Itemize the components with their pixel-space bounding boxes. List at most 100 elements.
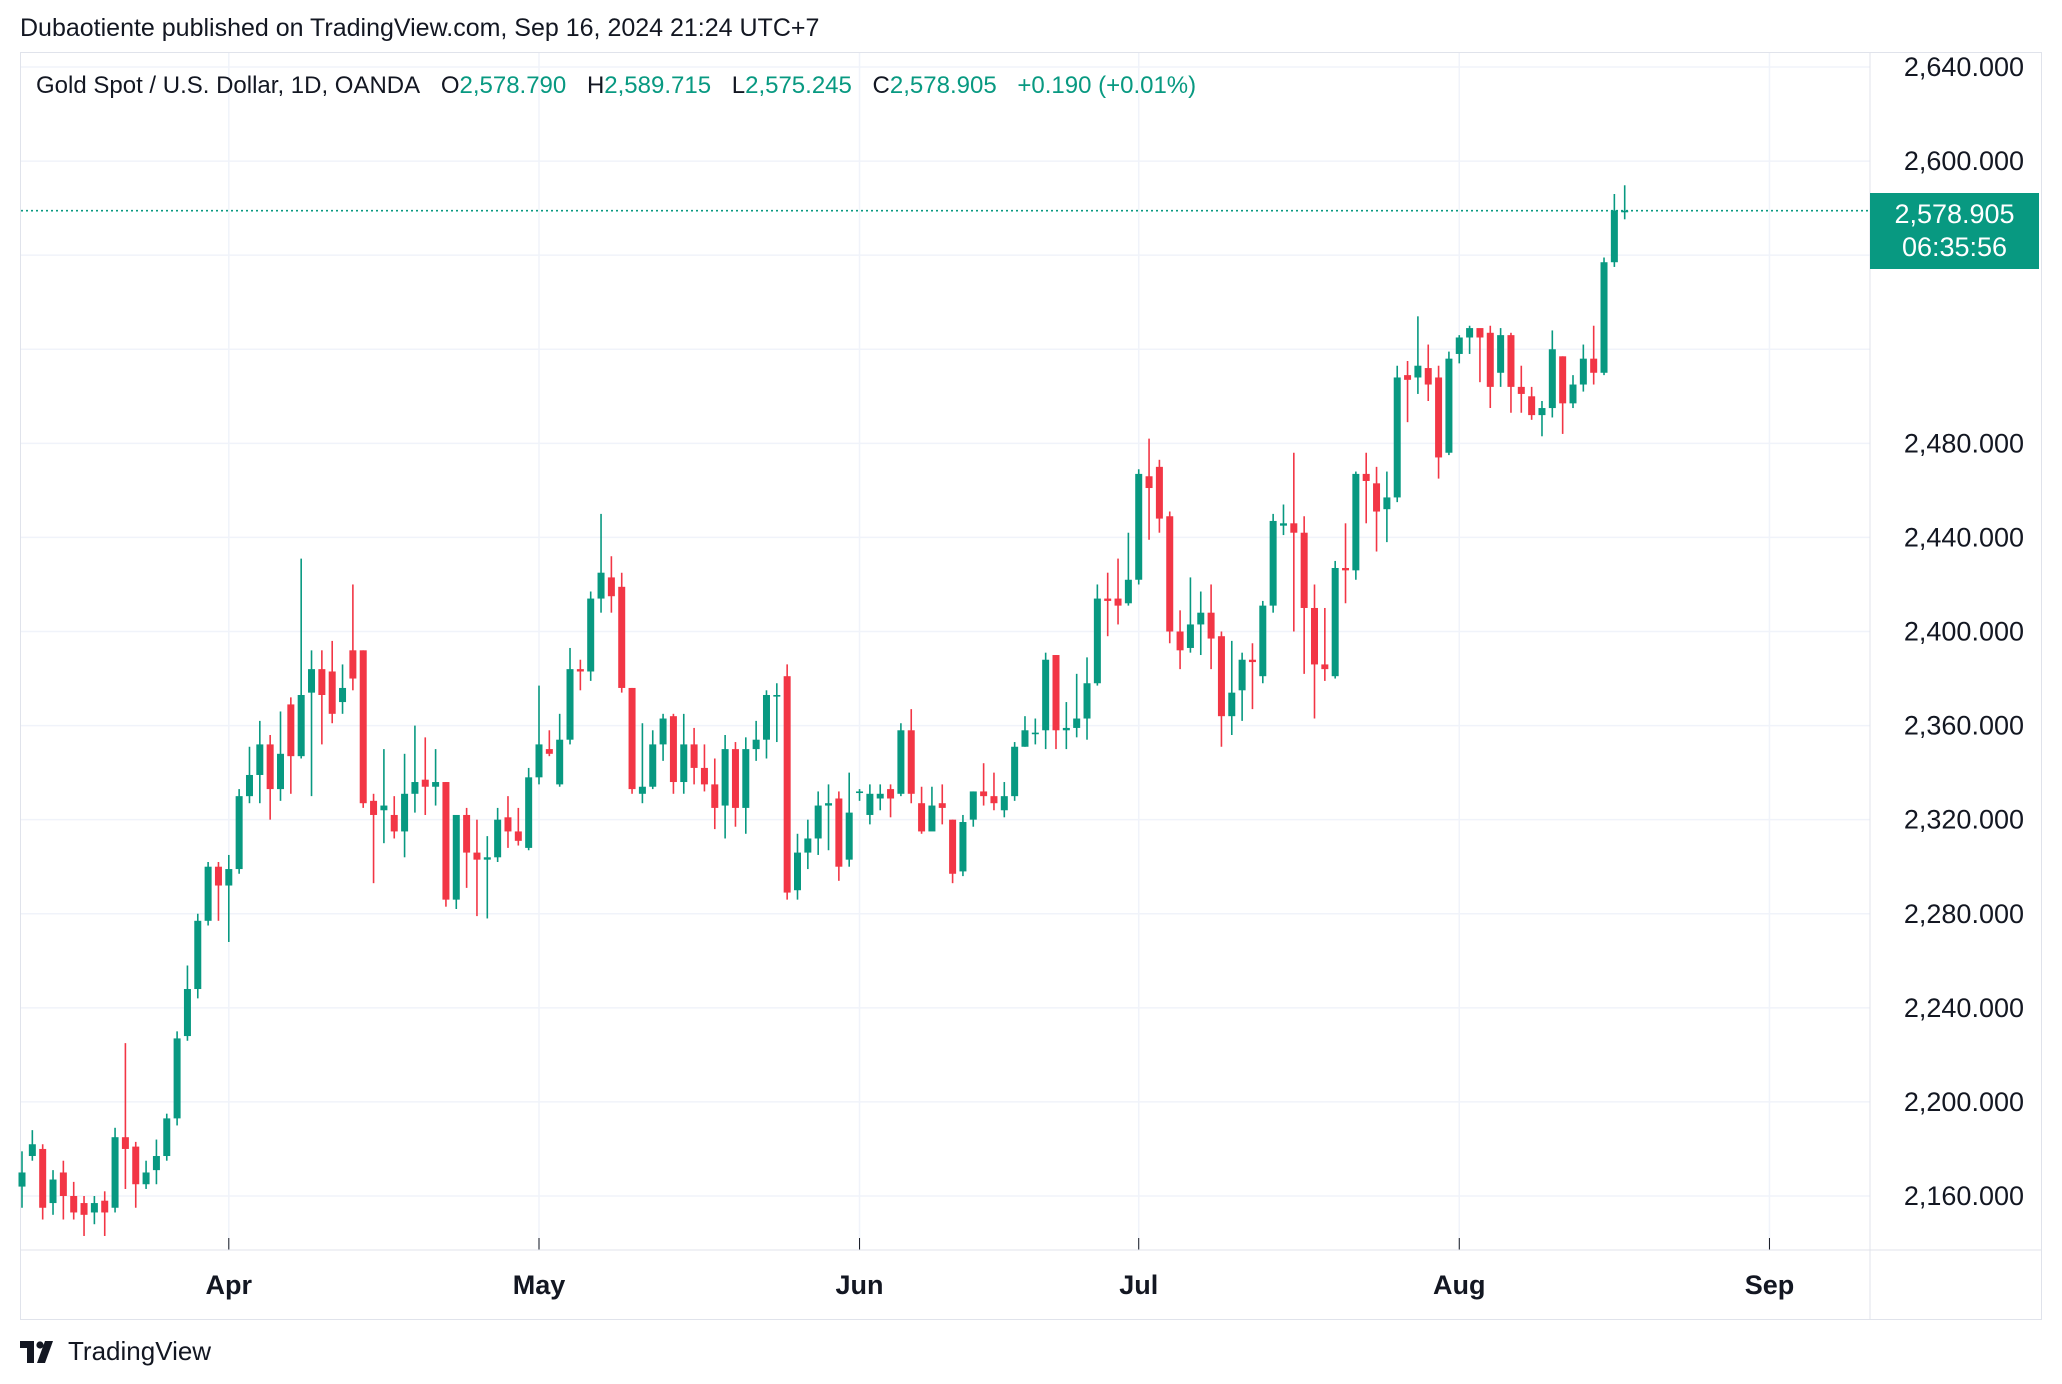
candle [762, 690, 770, 759]
candle [494, 807, 502, 863]
candle [266, 734, 274, 820]
candle-body [1000, 796, 1008, 811]
candle-body [1124, 579, 1132, 604]
candle-body [700, 767, 708, 785]
candle [783, 664, 791, 900]
publisher-line: Dubaotiente published on TradingView.com… [20, 14, 820, 42]
candle-body [225, 869, 233, 886]
y-tick-label: 2,480.000 [1904, 428, 2024, 458]
candle [235, 789, 243, 874]
candle [245, 746, 253, 804]
candle [1217, 631, 1225, 747]
candle-body [132, 1146, 140, 1185]
candle [1507, 332, 1515, 413]
candle [390, 796, 398, 839]
candle [1155, 459, 1163, 533]
tradingview-brand[interactable]: TradingView [68, 1336, 212, 1366]
candle [845, 772, 853, 867]
change-value: +0.190 (+0.01%) [1017, 72, 1197, 99]
candle [70, 1181, 78, 1220]
candle-body [266, 744, 274, 790]
candle-body [349, 650, 357, 679]
x-tick-label: May [513, 1270, 566, 1300]
candle-body [752, 739, 760, 750]
candle [349, 584, 357, 691]
candle [1135, 469, 1143, 585]
candle [628, 687, 636, 794]
candle-body [1569, 384, 1577, 404]
candle [1300, 516, 1308, 674]
candle-body [618, 586, 626, 688]
candle [711, 758, 719, 830]
candle [318, 650, 326, 745]
candle [1404, 361, 1412, 423]
candle-body [742, 749, 750, 808]
candle-body [390, 814, 398, 832]
candle-body [432, 782, 440, 787]
candle [1000, 782, 1008, 818]
candle-body [380, 805, 388, 811]
candle [1166, 511, 1174, 644]
candle [638, 723, 646, 804]
candle [80, 1196, 88, 1236]
candle [1093, 584, 1101, 686]
candle [659, 713, 667, 761]
candle-body [949, 819, 957, 874]
candle-body [1590, 358, 1598, 373]
candle [514, 807, 522, 846]
candle [907, 709, 915, 804]
candle [380, 749, 388, 844]
candle-body [783, 676, 791, 893]
y-tick-label: 2,600.000 [1904, 146, 2024, 176]
candle [556, 713, 564, 787]
candle [18, 1151, 26, 1208]
x-tick-label: Sep [1745, 1270, 1795, 1300]
candle [1435, 365, 1443, 479]
candle-body [1135, 473, 1143, 580]
y-tick-label: 2,200.000 [1904, 1087, 2024, 1117]
candle [452, 814, 460, 910]
candle-body [545, 749, 553, 754]
candle [1321, 607, 1329, 681]
candle [1042, 652, 1050, 750]
candle [1073, 673, 1081, 738]
candle [1176, 610, 1184, 670]
candle [587, 591, 595, 681]
candle [49, 1170, 57, 1215]
candle [814, 791, 822, 855]
y-tick-label: 2,360.000 [1904, 711, 2024, 741]
candle-body [1486, 332, 1494, 387]
candle-body [49, 1179, 57, 1204]
candle-body [421, 779, 429, 787]
candle-body [1031, 732, 1039, 735]
candle [1228, 640, 1236, 735]
y-tick-label: 2,240.000 [1904, 993, 2024, 1023]
candle [401, 753, 409, 858]
candle [721, 734, 729, 839]
candle-body [1300, 532, 1308, 608]
tradingview-logo-icon[interactable] [20, 1340, 58, 1363]
candle-body [1217, 636, 1225, 717]
candle [773, 683, 781, 743]
candle [28, 1130, 36, 1161]
candle [411, 725, 419, 813]
candle-body [659, 718, 667, 745]
candle-body [90, 1203, 98, 1213]
candle-body [669, 716, 677, 783]
candle-body [1021, 730, 1029, 747]
candle [1559, 356, 1567, 434]
candle-body [18, 1172, 26, 1187]
candle-body [1497, 335, 1505, 373]
y-tick-label: 2,280.000 [1904, 899, 2024, 929]
candle [566, 647, 574, 745]
candle-body [525, 777, 533, 848]
candle-body [1238, 659, 1246, 691]
candle [225, 854, 233, 942]
candle [1373, 466, 1381, 552]
y-tick-label: 2,440.000 [1904, 522, 2024, 552]
candle-body [1600, 262, 1608, 373]
candle-body [1383, 497, 1391, 510]
candle-body [1579, 358, 1587, 385]
candle [1497, 328, 1505, 387]
